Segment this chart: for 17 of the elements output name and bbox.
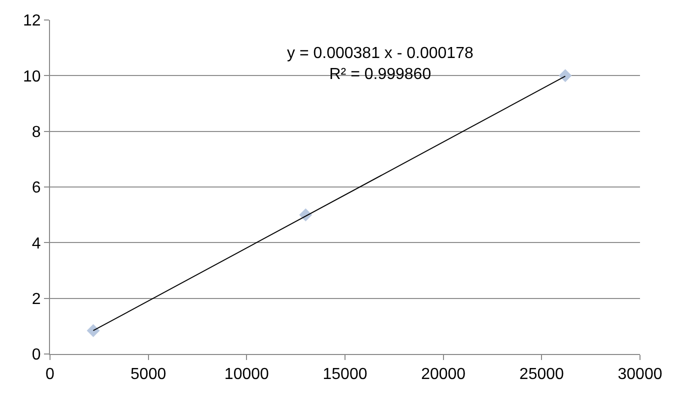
x-tick-label: 15000 — [322, 366, 368, 384]
x-tick-label: 25000 — [519, 366, 564, 384]
x-tick-label: 5000 — [130, 366, 166, 384]
y-tick-label: 2 — [32, 290, 41, 308]
point — [86, 324, 100, 338]
y-tick-label: 12 — [23, 12, 41, 30]
point — [558, 69, 572, 82]
y-tick-label: 0 — [32, 346, 41, 364]
x-tick-label: 20000 — [421, 366, 466, 384]
annotation: y = 0.000381 x - 0.000178 R² = 0.999860 — [287, 45, 474, 83]
x-tick-label: 30000 — [618, 366, 662, 384]
x-tick-label: 10000 — [224, 366, 270, 384]
y-tick-label: 10 — [23, 68, 41, 86]
y-tick-label: 4 — [32, 235, 41, 252]
x-tick-label: 0 — [46, 366, 55, 384]
y-tick-label: 6 — [32, 180, 41, 197]
y-tick-label: 8 — [32, 124, 41, 141]
